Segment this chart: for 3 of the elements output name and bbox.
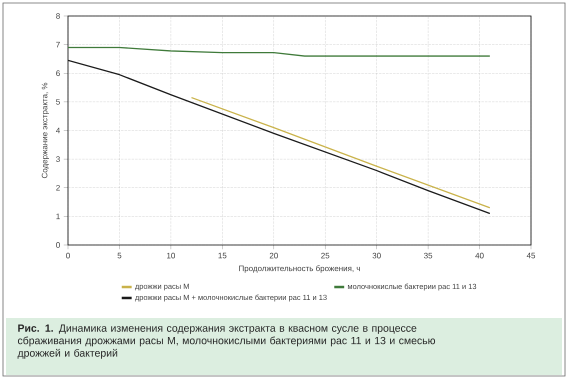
line-series [190, 96, 490, 208]
line-series [68, 60, 490, 214]
text: Рис. 1. Динамика изменения содержания экстракта в квасном сусле в процессе сбраживания дрожжами расы М, молочнокислыми бактериями рас 11 и 13 и смесью дрожжей и бактерий [18, 324, 436, 359]
